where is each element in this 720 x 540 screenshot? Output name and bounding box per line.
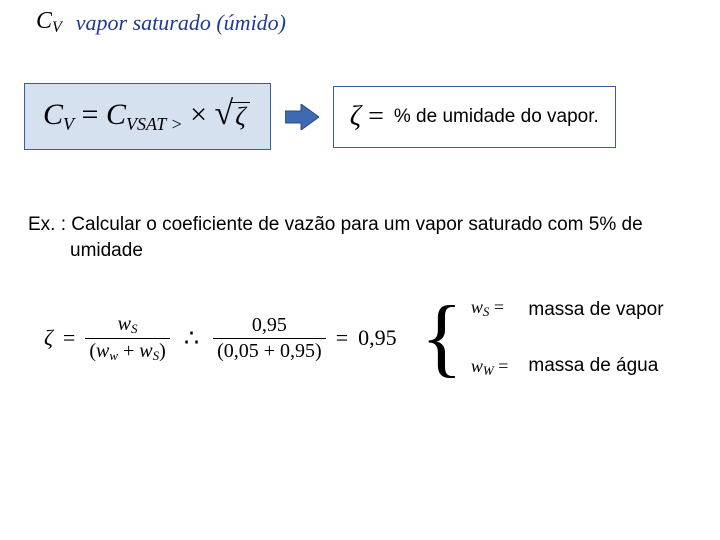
cv-rhs-c: C	[106, 98, 126, 131]
ww-s: W	[483, 363, 494, 378]
equation-row: CV = CVSAT > × √ζ ζ = % de umidade do va…	[24, 83, 720, 150]
frac1-den-w1: w	[96, 340, 109, 362]
eq-sign-1: =	[63, 325, 75, 351]
ws-def: wS =	[471, 297, 509, 320]
ws-eq: =	[489, 297, 504, 317]
radicand: ζ	[231, 102, 250, 130]
example-line2: umidade	[28, 238, 692, 264]
frac2-bar	[213, 338, 326, 339]
zeta-definition-box: ζ = % de umidade do vapor.	[333, 86, 616, 148]
therefore-symbol: ∴	[180, 324, 203, 353]
side-labels: massa de vapor massa de água	[528, 299, 663, 377]
zeta-fraction-equation: ζ = wS (ww + wS) ∴ 0,95 (0,05 + 0,95) = …	[44, 314, 397, 362]
example-text: Ex. : Calcular o coeficiente de vazão pa…	[28, 212, 692, 263]
eq-sign-2: =	[336, 325, 348, 351]
bottom-equation-row: ζ = wS (ww + wS) ∴ 0,95 (0,05 + 0,95) = …	[44, 297, 720, 379]
ww-w: w	[471, 356, 483, 376]
frac1-den-close: )	[159, 340, 166, 362]
frac1-num-w: w	[118, 313, 131, 335]
zeta-symbol: ζ	[350, 101, 361, 132]
ww-eq: =	[494, 356, 509, 376]
example-line1: Ex. : Calcular o coeficiente de vazão pa…	[28, 214, 643, 235]
ww-def: wW =	[471, 356, 509, 379]
frac1-den: (ww + wS)	[85, 341, 169, 363]
fraction-ws: wS (ww + wS)	[85, 314, 169, 362]
zeta-eq-sign: =	[361, 101, 384, 132]
zeta2: ζ	[44, 325, 53, 351]
label-massa-vapor: massa de vapor	[528, 299, 663, 321]
sqrt-wrap: √ζ	[215, 102, 250, 130]
frac2-den: (0,05 + 0,95)	[213, 341, 326, 362]
frac1-num-s: S	[131, 321, 138, 336]
result-value: 0,95	[358, 325, 397, 351]
frac1-bar	[85, 338, 169, 339]
left-brace-icon: {	[421, 304, 463, 373]
zeta-description: % de umidade do vapor.	[394, 106, 599, 128]
cv-formula-box: CV = CVSAT > × √ζ	[24, 83, 271, 150]
frac1-den-plus: +	[118, 340, 139, 362]
frac1-den-w2: w	[139, 340, 152, 362]
ws-w: w	[471, 297, 483, 317]
cv-eq: =	[74, 98, 106, 131]
frac2-num: 0,95	[248, 315, 291, 336]
frac1-num: wS	[114, 314, 142, 336]
cv-symbol-c: C	[36, 8, 52, 34]
brace-block: { wS = wW =	[421, 297, 509, 379]
cv-symbol-v: V	[52, 19, 62, 36]
frac1-den-s1: w	[109, 348, 118, 363]
cv-lhs-c: C	[43, 98, 63, 131]
cv-formula: CV = CVSAT > × √ζ	[43, 98, 250, 135]
zeta-eq: ζ =	[350, 101, 384, 133]
fraction-numeric: 0,95 (0,05 + 0,95)	[213, 315, 326, 362]
label-massa-agua: massa de água	[528, 355, 663, 377]
cv-rhs-sub: VSAT >	[126, 114, 183, 134]
cv-lhs-v: V	[63, 114, 74, 134]
brace-labels: wS = wW =	[471, 297, 509, 379]
page-title: vapor saturado (úmido)	[76, 10, 286, 36]
frac1-den-open: (	[89, 340, 96, 362]
cv-times: ×	[183, 98, 215, 131]
arrow-right-icon	[285, 104, 319, 130]
cv-symbol: CV	[36, 8, 62, 37]
